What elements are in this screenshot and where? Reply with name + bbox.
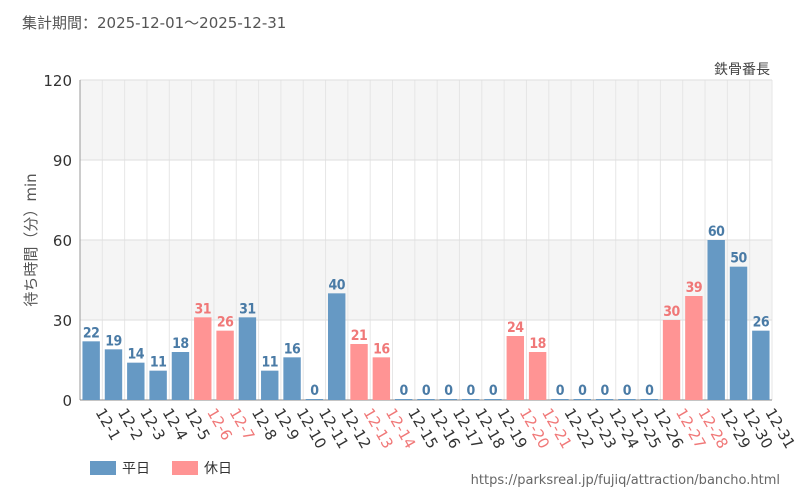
legend-holiday-label: 休日 bbox=[204, 461, 232, 477]
value-label-12-13: 21 bbox=[351, 328, 368, 344]
y-tick-label: 30 bbox=[53, 312, 72, 330]
bar-12-13 bbox=[350, 344, 368, 400]
legend-holiday[interactable]: 休日 bbox=[172, 458, 232, 478]
legend-weekday-swatch bbox=[90, 461, 116, 475]
bar-12-14 bbox=[372, 357, 391, 400]
bar-12-2 bbox=[104, 349, 123, 400]
value-label-12-16: 0 bbox=[422, 383, 431, 399]
value-label-12-5: 18 bbox=[172, 336, 189, 352]
value-label-12-6: 31 bbox=[195, 301, 212, 317]
value-label-12-7: 26 bbox=[217, 315, 234, 331]
value-label-12-29: 60 bbox=[708, 224, 725, 240]
bar-12-28 bbox=[685, 296, 703, 400]
value-label-12-27: 30 bbox=[663, 304, 680, 320]
bar-12-11 bbox=[305, 399, 324, 400]
value-label-12-8: 31 bbox=[239, 301, 256, 317]
value-label-12-1: 22 bbox=[83, 325, 100, 341]
y-tick-label: 90 bbox=[53, 152, 72, 170]
value-label-12-23: 0 bbox=[578, 383, 587, 399]
y-tick-label: 120 bbox=[43, 72, 72, 90]
bar-12-24 bbox=[595, 399, 614, 400]
legend-weekday[interactable]: 平日 bbox=[90, 458, 150, 478]
bar-12-8 bbox=[238, 317, 257, 400]
value-label-12-24: 0 bbox=[600, 383, 609, 399]
value-label-12-26: 0 bbox=[645, 383, 654, 399]
legend-holiday-swatch bbox=[172, 461, 198, 475]
value-label-12-20: 24 bbox=[507, 320, 524, 336]
period-label: 集計期間：2025-12-01～2025-12-31 bbox=[22, 14, 287, 32]
value-label-12-22: 0 bbox=[556, 383, 565, 399]
bar-12-25 bbox=[618, 399, 636, 400]
y-axis-title: 待ち時間（分）min bbox=[22, 173, 40, 306]
value-label-12-25: 0 bbox=[623, 383, 632, 399]
value-label-12-4: 11 bbox=[150, 355, 167, 371]
bar-12-22 bbox=[551, 399, 569, 400]
plot-band bbox=[80, 160, 772, 240]
value-label-12-2: 19 bbox=[105, 333, 122, 349]
source-url[interactable]: https://parksreal.jp/fujiq/attraction/ba… bbox=[470, 473, 780, 488]
value-label-12-19: 0 bbox=[489, 383, 498, 399]
value-label-12-17: 0 bbox=[444, 383, 453, 399]
legend: 平日 休日 bbox=[90, 458, 254, 478]
bar-12-18 bbox=[461, 399, 480, 400]
value-label-12-31: 26 bbox=[753, 315, 770, 331]
bar-12-26 bbox=[640, 399, 658, 400]
bar-12-5 bbox=[171, 352, 190, 400]
bar-12-4 bbox=[149, 370, 167, 400]
legend-weekday-label: 平日 bbox=[122, 461, 150, 477]
bar-12-27 bbox=[662, 320, 681, 400]
bar-12-16 bbox=[417, 399, 435, 400]
plot-band bbox=[80, 240, 772, 320]
value-label-12-15: 0 bbox=[400, 383, 409, 399]
value-label-12-10: 16 bbox=[284, 341, 301, 357]
bar-12-1 bbox=[82, 341, 100, 400]
value-label-12-18: 0 bbox=[467, 383, 476, 399]
bar-12-29 bbox=[707, 240, 725, 400]
value-label-12-9: 11 bbox=[261, 355, 278, 371]
plot-band bbox=[80, 80, 772, 160]
bar-12-23 bbox=[573, 399, 591, 400]
bar-12-30 bbox=[729, 266, 748, 400]
bar-12-17 bbox=[439, 399, 458, 400]
bar-12-15 bbox=[394, 399, 413, 400]
value-label-12-28: 39 bbox=[686, 280, 703, 296]
value-label-12-12: 40 bbox=[328, 277, 345, 293]
value-label-12-11: 0 bbox=[310, 383, 319, 399]
value-label-12-14: 16 bbox=[373, 341, 390, 357]
bar-12-3 bbox=[127, 362, 145, 400]
bar-12-10 bbox=[283, 357, 301, 400]
bar-12-20 bbox=[506, 336, 524, 400]
value-label-12-3: 14 bbox=[128, 347, 145, 363]
bar-12-31 bbox=[752, 330, 770, 400]
bar-12-12 bbox=[328, 293, 346, 400]
y-tick-label: 0 bbox=[62, 392, 72, 410]
y-tick-label: 60 bbox=[53, 232, 72, 250]
bar-12-19 bbox=[484, 399, 502, 400]
bar-12-7 bbox=[216, 330, 234, 400]
value-label-12-21: 18 bbox=[529, 336, 546, 352]
attraction-name: 鉄骨番長 bbox=[714, 62, 770, 78]
bar-12-6 bbox=[194, 317, 212, 400]
bar-12-9 bbox=[261, 370, 279, 400]
bar-12-21 bbox=[528, 352, 547, 400]
value-label-12-30: 50 bbox=[730, 251, 747, 267]
